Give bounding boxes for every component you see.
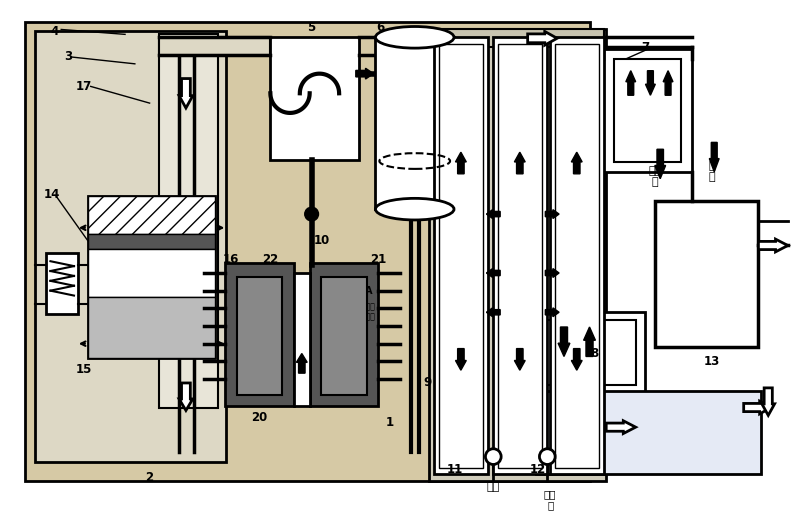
Polygon shape: [762, 388, 774, 416]
Bar: [655, 201, 758, 347]
Text: 1: 1: [386, 416, 394, 429]
Bar: [614, 59, 681, 162]
Bar: [555, 44, 599, 468]
Polygon shape: [758, 239, 788, 252]
Bar: [25, 22, 590, 481]
Text: 10: 10: [314, 234, 330, 247]
Text: 甲醇: 甲醇: [486, 482, 500, 492]
Circle shape: [539, 449, 555, 464]
Text: 2: 2: [146, 471, 154, 484]
Text: 7: 7: [642, 41, 650, 54]
Bar: [439, 44, 483, 468]
Text: 氢
气: 氢 气: [709, 162, 715, 182]
Text: 11: 11: [447, 463, 463, 476]
Polygon shape: [558, 327, 570, 357]
Polygon shape: [486, 269, 500, 278]
Circle shape: [486, 449, 501, 464]
Text: 6: 6: [376, 21, 385, 34]
Polygon shape: [606, 421, 636, 433]
Bar: [34, 31, 226, 462]
Polygon shape: [646, 71, 655, 95]
Bar: [88, 249, 215, 297]
Polygon shape: [455, 349, 466, 370]
Text: 脱盐
水: 脱盐 水: [544, 489, 557, 510]
Bar: [550, 37, 604, 475]
Bar: [322, 277, 366, 394]
Bar: [270, 37, 358, 160]
Text: 解析
气: 解析 气: [649, 166, 662, 187]
Bar: [159, 37, 270, 55]
Polygon shape: [514, 152, 526, 174]
Text: A: A: [365, 286, 372, 295]
Text: 22: 22: [262, 253, 278, 266]
Bar: [294, 273, 310, 406]
Bar: [538, 320, 636, 385]
Polygon shape: [528, 31, 557, 45]
Text: A: A: [247, 286, 254, 295]
Polygon shape: [571, 349, 582, 370]
Polygon shape: [744, 401, 771, 414]
Bar: [430, 29, 606, 481]
Text: 8: 8: [590, 347, 598, 360]
Polygon shape: [455, 152, 466, 174]
Bar: [494, 37, 547, 475]
Polygon shape: [179, 383, 193, 410]
Polygon shape: [297, 353, 307, 373]
Polygon shape: [710, 143, 719, 172]
Polygon shape: [179, 78, 193, 108]
Polygon shape: [584, 327, 595, 357]
Text: 9: 9: [423, 377, 432, 389]
Polygon shape: [356, 68, 374, 79]
Polygon shape: [546, 210, 559, 219]
Text: 16: 16: [223, 253, 239, 266]
Bar: [434, 37, 488, 475]
Text: 外部输
入热能: 外部输 入热能: [362, 303, 375, 321]
Ellipse shape: [375, 27, 454, 48]
Text: 5: 5: [307, 21, 316, 34]
Bar: [603, 49, 692, 172]
Bar: [46, 253, 78, 314]
Bar: [535, 391, 762, 475]
Bar: [430, 29, 604, 47]
Bar: [375, 37, 454, 209]
Bar: [88, 297, 215, 359]
Ellipse shape: [375, 199, 454, 220]
Bar: [498, 44, 542, 468]
Text: 12: 12: [530, 463, 546, 476]
Bar: [88, 196, 215, 234]
Polygon shape: [486, 308, 500, 317]
Text: 4: 4: [50, 25, 58, 38]
Bar: [88, 234, 215, 249]
Polygon shape: [655, 149, 666, 179]
Polygon shape: [546, 269, 559, 278]
Text: 外部输
入热能: 外部输 入热能: [244, 303, 258, 321]
Text: 13: 13: [704, 355, 720, 368]
Text: 21: 21: [370, 253, 386, 266]
Text: 20: 20: [251, 411, 268, 424]
Bar: [226, 263, 294, 406]
Polygon shape: [546, 308, 559, 317]
Text: 14: 14: [43, 188, 59, 201]
Bar: [310, 263, 378, 406]
Polygon shape: [663, 71, 673, 95]
Polygon shape: [486, 210, 500, 219]
Bar: [88, 196, 215, 359]
Text: 15: 15: [76, 363, 92, 376]
Polygon shape: [571, 152, 582, 174]
Circle shape: [305, 207, 318, 221]
Bar: [528, 312, 646, 393]
Text: 3: 3: [64, 50, 72, 64]
Text: 17: 17: [76, 80, 92, 93]
Polygon shape: [626, 71, 636, 95]
Bar: [159, 34, 218, 407]
Polygon shape: [514, 349, 526, 370]
Bar: [237, 277, 282, 394]
